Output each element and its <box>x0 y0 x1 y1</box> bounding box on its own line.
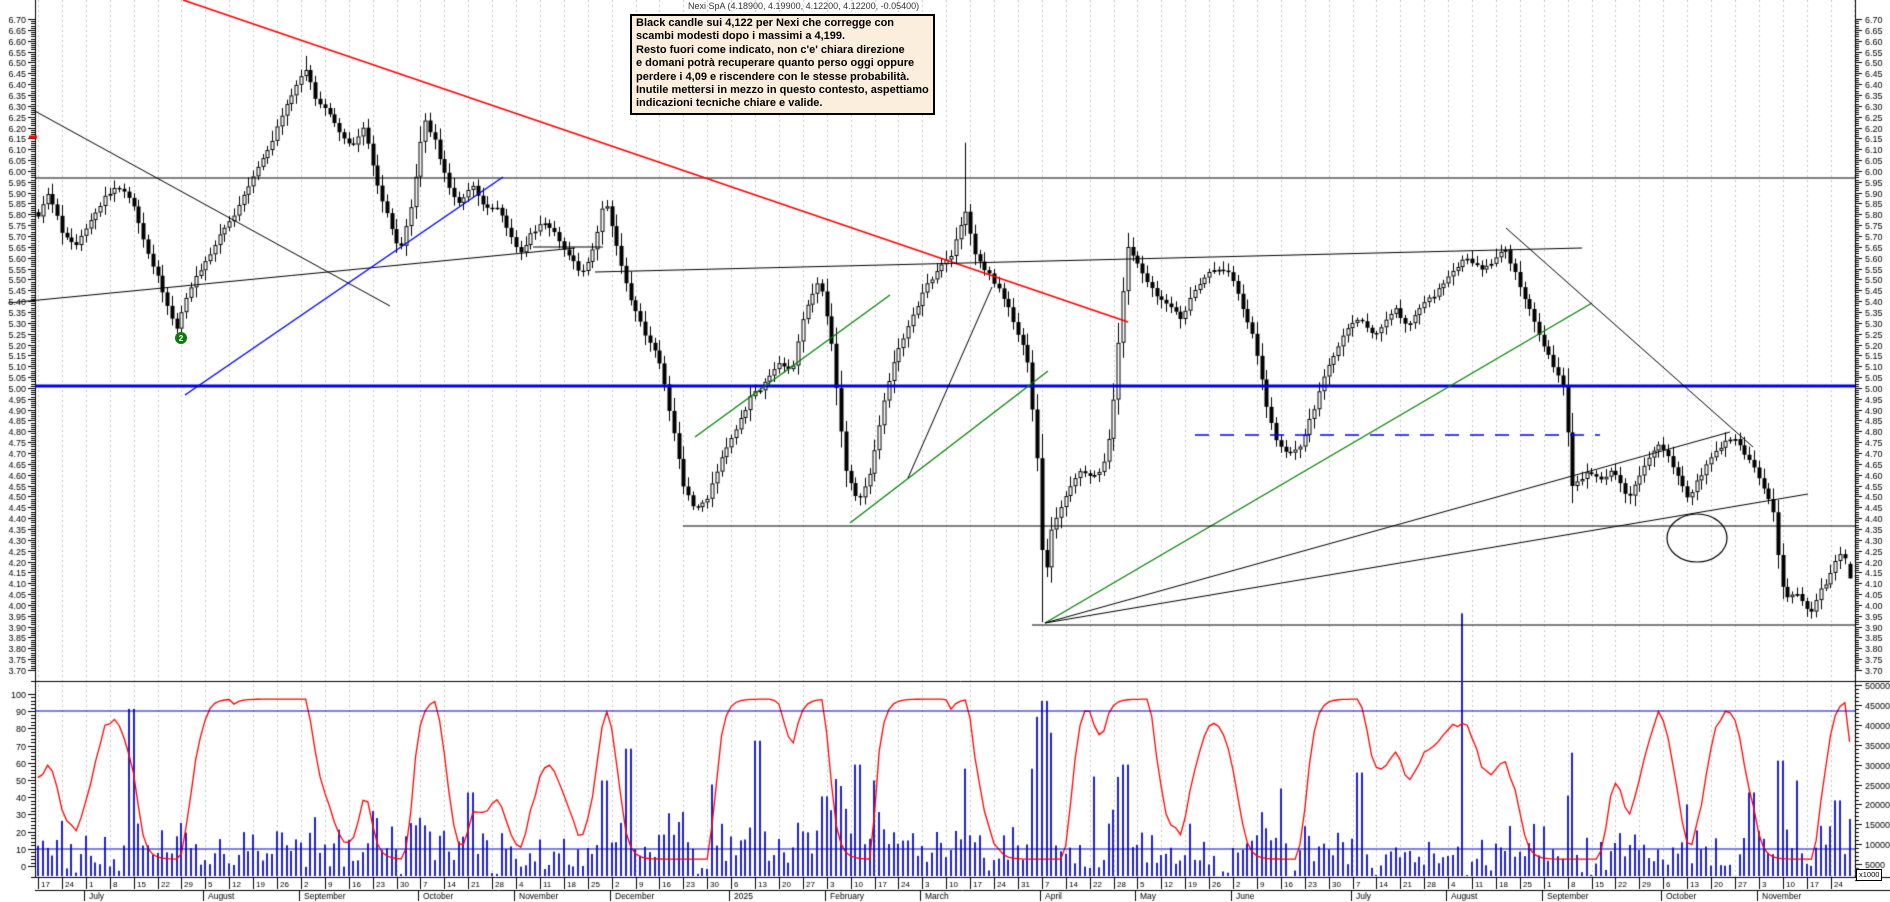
annotation-line: scambi modesti dopo i massimi a 4,199. <box>636 30 846 43</box>
annotation-line: Resto fuori come indicato, non c'e' chia… <box>636 43 905 56</box>
annotation-line: indicazioni tecniche chiare e valide. <box>636 97 823 110</box>
annotation-line: perdere i 4,09 e riscendere con le stess… <box>636 70 910 83</box>
event-marker-2[interactable]: 2 <box>175 332 187 344</box>
annotation-line: e domani potrà recuperare quanto perso o… <box>636 57 915 70</box>
annotation-line: Inutile mettersi in mezzo in questo cont… <box>636 84 929 97</box>
chart-title: Nexi SpA (4.18900, 4.19900, 4.12200, 4.1… <box>688 1 920 11</box>
annotation-box[interactable]: Black candle sui 4,122 per Nexi che corr… <box>630 14 935 115</box>
annotation-line: Black candle sui 4,122 per Nexi che corr… <box>636 17 895 29</box>
volume-scale-unit: x1000 <box>1856 869 1883 881</box>
